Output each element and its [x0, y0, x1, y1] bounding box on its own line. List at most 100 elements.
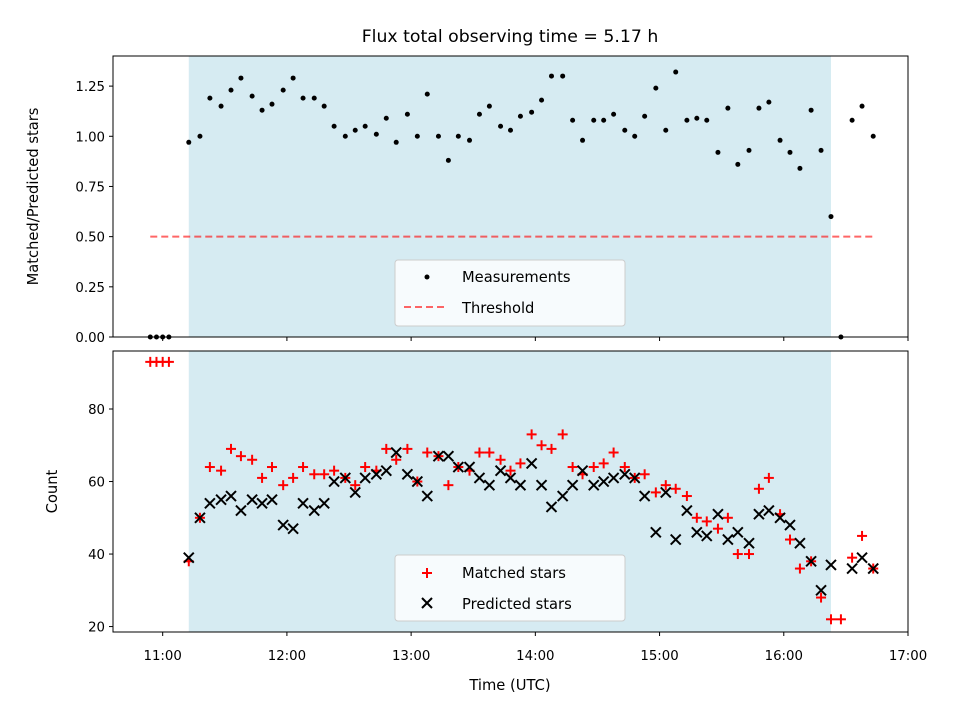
x-tick-label: 13:00	[392, 649, 430, 664]
measurement-point	[735, 161, 741, 167]
measurement-point	[362, 123, 368, 129]
measurement-point	[228, 87, 234, 93]
y-ticks-bottom: 20 40 60 80	[88, 403, 113, 636]
predicted-star-point	[670, 533, 682, 546]
measurement-point	[280, 87, 286, 93]
predicted-star-point	[722, 533, 734, 546]
y-tick-label: 1.25	[75, 80, 105, 95]
measurement-point	[715, 149, 721, 155]
measurement-point	[777, 137, 783, 143]
predicted-star-point	[225, 490, 237, 502]
legend-bottom: Matched stars Predicted stars	[394, 554, 626, 622]
predicted-star-point	[421, 490, 433, 502]
matched-star-point	[247, 454, 258, 465]
predicted-star-point	[732, 526, 744, 538]
matched-star-point	[288, 472, 299, 483]
matched-star-point	[391, 454, 402, 465]
matched-star-point	[847, 552, 858, 563]
x-tick-label: 15:00	[640, 649, 678, 664]
matched-star-point	[350, 480, 361, 491]
matched-star-point	[235, 451, 246, 462]
measurement-point	[321, 103, 327, 109]
measurement-point	[352, 127, 358, 133]
matched-star-point	[639, 469, 650, 480]
matched-star-point	[495, 454, 506, 465]
matched-star-point	[619, 462, 630, 473]
y-tick-label: 0.75	[75, 180, 105, 195]
matched-star-point	[257, 472, 268, 483]
predicted-star-point	[473, 472, 486, 484]
matched-star-point	[163, 356, 174, 367]
y-tick-label: 0.00	[75, 331, 105, 346]
matched-star-point	[598, 458, 609, 469]
measurement-point	[808, 107, 814, 113]
matched-star-point	[515, 458, 526, 469]
predicted-star-point	[483, 479, 496, 491]
predicted-star-point	[638, 490, 651, 502]
predicted-star-point	[556, 490, 569, 502]
matched-star-point	[443, 480, 454, 491]
measurement-point	[539, 97, 545, 103]
measurement-point	[269, 101, 275, 107]
measurement-point	[424, 91, 430, 97]
predicted-star-point	[339, 472, 351, 484]
legend-label-measurements: Measurements	[462, 269, 571, 286]
matched-star-point	[763, 472, 774, 483]
predicted-star-point	[576, 464, 589, 477]
measurement-point	[859, 103, 865, 109]
measurement-point	[517, 113, 523, 119]
matched-star-point	[650, 487, 661, 498]
measurement-point	[632, 133, 638, 139]
predicted-star-point	[691, 526, 703, 538]
predicted-star-point	[805, 555, 817, 568]
measurement-point	[393, 139, 399, 145]
matched-star-point	[670, 483, 681, 494]
matched-star-point	[484, 447, 495, 458]
x-ticks-bottom: 11:00 12:00 13:00 14:00 15:00 16:00 17:00	[144, 632, 927, 664]
matched-star-point	[794, 563, 805, 574]
measurement-point	[560, 73, 566, 79]
matched-star-point	[660, 480, 671, 491]
predicted-star-point	[514, 479, 527, 491]
predicted-star-point	[607, 472, 620, 484]
predicted-star-point	[535, 479, 548, 491]
x-tick-label: 11:00	[144, 649, 182, 664]
predicted-star-point	[390, 446, 402, 459]
measurement-point	[704, 117, 710, 123]
predicted-star-point	[183, 551, 195, 564]
predicted-star-point	[308, 504, 320, 517]
predicted-star-point	[743, 537, 755, 549]
predicted-star-point	[380, 464, 392, 477]
measurement-point	[290, 75, 296, 81]
legend-box-bottom	[394, 554, 626, 622]
predicted-star-point	[411, 475, 424, 488]
legend-label-matched: Matched stars	[462, 565, 566, 582]
matched-star-point	[701, 516, 712, 527]
measurement-point	[383, 115, 389, 121]
predicted-star-point	[235, 504, 247, 517]
matched-star-point	[816, 592, 827, 603]
predicted-star-point	[370, 468, 383, 480]
y-tick-label: 0.25	[75, 281, 105, 296]
measurement-point	[476, 111, 482, 117]
predicted-star-point	[349, 486, 361, 499]
y-tick-label: 1.00	[75, 130, 105, 145]
measurement-point	[404, 111, 410, 117]
predicted-star-point	[856, 551, 868, 564]
measurement-point	[756, 105, 762, 111]
matched-star-point	[505, 465, 516, 476]
measurement-point	[455, 133, 461, 139]
predicted-star-point	[681, 504, 693, 517]
predicted-star-point	[701, 530, 713, 542]
chart-title: Flux total observing time = 5.17 h	[362, 27, 659, 47]
matched-star-point	[744, 549, 754, 560]
matched-star-point	[835, 614, 846, 625]
measurement-point	[197, 133, 203, 139]
matched-star-point	[216, 465, 227, 476]
measurement-point	[725, 105, 731, 111]
matched-star-point	[267, 462, 277, 473]
measurement-point	[642, 113, 648, 119]
measurement-point	[673, 69, 679, 75]
